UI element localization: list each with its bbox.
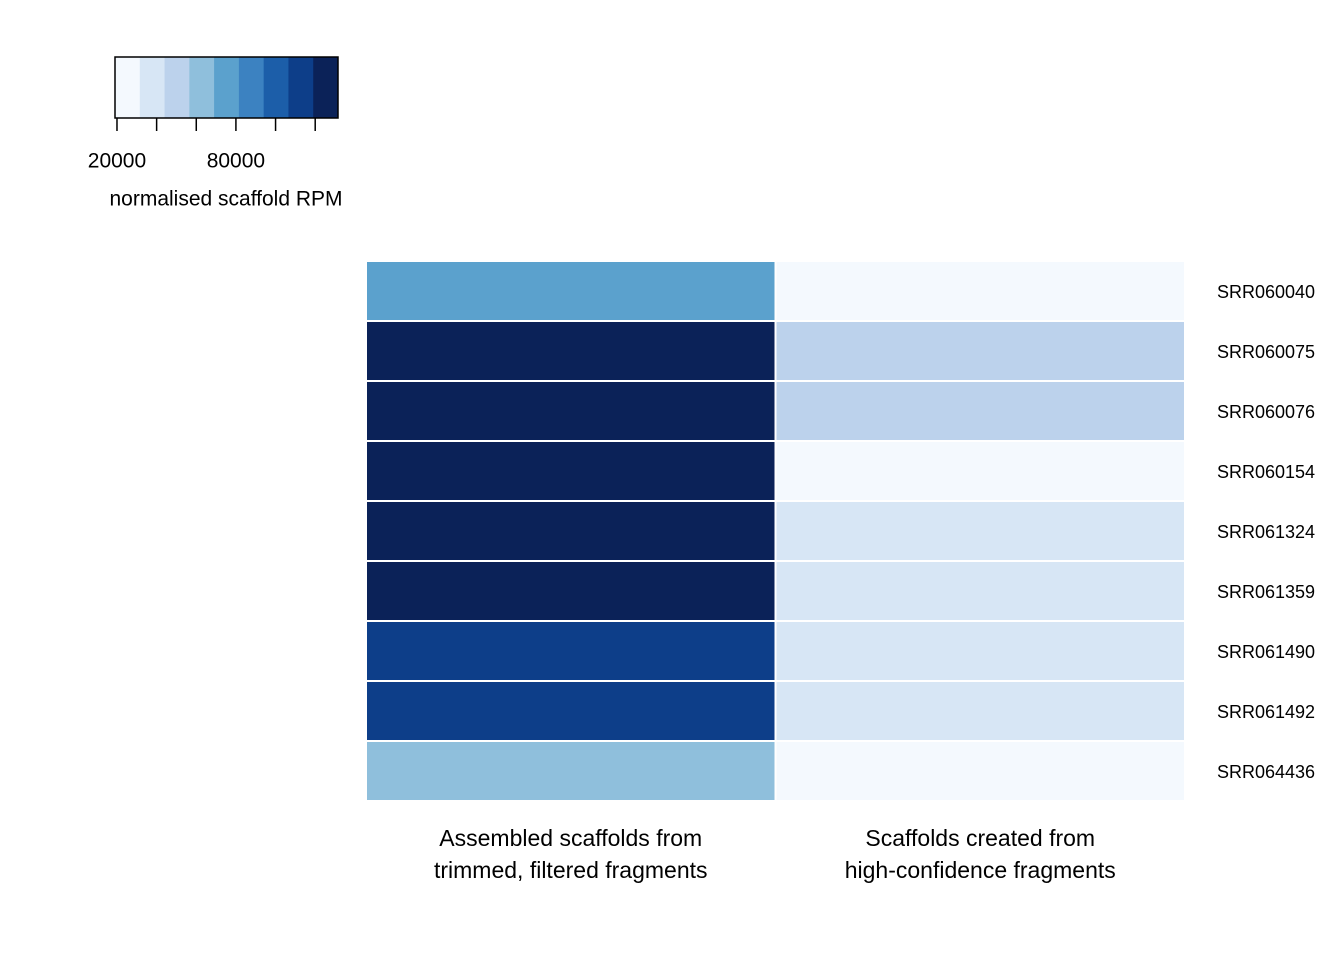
row-label: SRR060154 — [1217, 462, 1315, 482]
color-key-bin — [164, 57, 190, 118]
row-label: SRR064436 — [1217, 762, 1315, 782]
column-label-line: trimmed, filtered fragments — [434, 857, 708, 883]
column-label: Scaffolds created from high-confidence fr… — [845, 825, 1116, 883]
row-label: SRR060075 — [1217, 342, 1315, 362]
row-label: SRR060076 — [1217, 402, 1315, 422]
row-label: SRR061490 — [1217, 642, 1315, 662]
heatmap-cell — [367, 622, 775, 680]
color-key-bin — [238, 57, 265, 118]
row-label: SRR061359 — [1217, 582, 1315, 602]
heatmap-cell — [776, 742, 1184, 800]
colorbar-title: normalised scaffold RPM — [109, 188, 342, 211]
row-label: SRR061492 — [1217, 702, 1315, 722]
heatmap-cell — [367, 682, 775, 740]
color-key-frame — [114, 56, 339, 119]
color-key-bin — [139, 57, 166, 118]
heatmap-cell — [367, 502, 775, 560]
heatmap-cell — [776, 682, 1184, 740]
heatmap-cell — [776, 442, 1184, 500]
color-key-bin — [189, 57, 215, 118]
heatmap-cell — [367, 442, 775, 500]
color-key-bin — [214, 57, 240, 118]
column-label-line: Assembled scaffolds from — [439, 825, 702, 851]
column-label-line: Scaffolds created from — [865, 825, 1095, 851]
heatmap-cell — [776, 562, 1184, 620]
column-label: Assembled scaffolds from trimmed, filtere… — [434, 825, 708, 883]
heatmap-cell — [776, 262, 1184, 320]
heatmap-cell — [367, 262, 775, 320]
heatmap-cell — [776, 502, 1184, 560]
color-key-bin — [288, 57, 314, 118]
column-label-line: high-confidence fragments — [845, 857, 1116, 883]
heatmap-cell — [367, 382, 775, 440]
heatmap-cell — [776, 382, 1184, 440]
tick-label: 20000 — [88, 150, 146, 173]
heatmap-cell — [367, 562, 775, 620]
row-label: SRR060040 — [1217, 282, 1315, 302]
heatmap-cell — [367, 322, 775, 380]
row-label: SRR061324 — [1217, 522, 1315, 542]
color-key-bin — [263, 57, 289, 118]
color-key-bin — [313, 57, 339, 118]
color-key-bin — [115, 57, 141, 118]
heatmap-cell — [367, 742, 775, 800]
tick-label: 80000 — [207, 150, 265, 173]
heatmap-cell — [776, 622, 1184, 680]
heatmap-cell — [776, 322, 1184, 380]
